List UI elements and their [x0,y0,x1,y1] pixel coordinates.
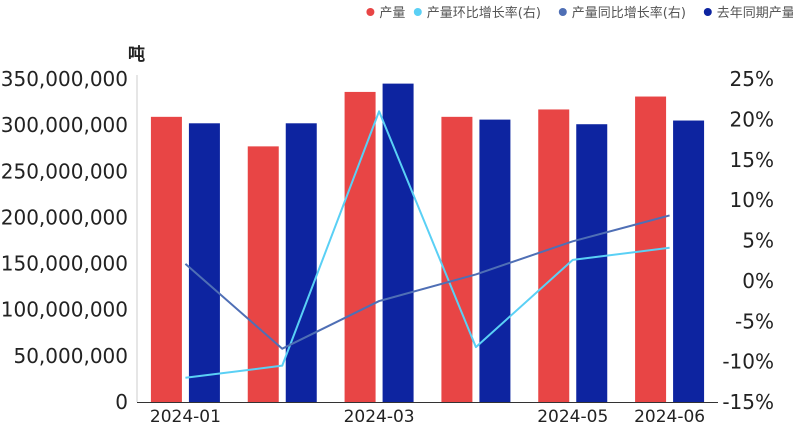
bar-产量-2024-03 [344,91,376,403]
right-tick-label: 25% [730,67,774,91]
left-tick-label: 200,000,000 [1,205,128,229]
legend-label: 去年同期产量 [717,6,793,21]
bar-产量-2024-04 [441,116,473,402]
legend-marker [366,8,375,16]
right-tick-label: 10% [730,188,774,212]
legend-label: 产量同比增长率(右) [572,5,686,21]
line-series-group [184,110,670,379]
left-tick-label: 100,000,000 [1,298,128,322]
legend-marker [703,8,712,16]
left-tick-label: 150,000,000 [1,252,128,276]
legend-item-产量同比增长率右[interactable]: 产量同比增长率(右) [558,5,686,21]
right-y-axis: -15% -10% -5% 0% 5% 10% 15% 20% 25% [722,67,774,414]
left-tick-label: 350,000,000 [1,67,128,91]
legend: 产量 产量环比增长率(右) 产量同比增长率(右) 去年同期产量 [366,5,793,21]
left-tick-label: 300,000,000 [1,113,128,137]
legend-item-产量[interactable]: 产量 [366,6,405,21]
left-tick-label: 50,000,000 [13,344,128,368]
line-产量环比增长率右 [185,110,670,379]
bar-去年同期产量-2024-01 [188,123,220,402]
bar-去年同期产量-2024-06 [673,120,705,403]
bar-产量-2024-01 [150,116,182,402]
bar-产量-2024-02 [247,146,279,402]
legend-label: 产量环比增长率(右) [427,5,541,21]
y-axis-unit-label: 吨 [128,44,145,65]
left-tick-label: 0 [115,390,128,414]
right-tick-label: -15% [722,390,774,414]
left-y-axis: 0 50,000,000 100,000,000 150,000,000 200,000… [1,67,138,414]
right-tick-label: 15% [730,148,774,172]
right-tick-label: 5% [742,229,774,253]
x-tick-label: 2024-01 [150,407,221,427]
bar-去年同期产量-2024-02 [285,123,317,402]
right-tick-label: -5% [735,309,774,333]
bar-去年同期产量-2024-03 [382,83,414,402]
legend-item-产量环比增长率右[interactable]: 产量环比增长率(右) [413,5,541,21]
legend-label: 产量 [379,6,405,21]
right-tick-label: -10% [722,350,774,374]
bar-series-group [150,83,705,403]
x-axis: 2024-01 2024-03 2024-05 2024-06 [137,402,718,427]
legend-item-去年同期产量[interactable]: 去年同期产量 [703,6,793,21]
x-tick-label: 2024-05 [537,407,608,427]
x-tick-label: 2024-06 [634,407,705,427]
bar-去年同期产量-2024-05 [576,124,608,402]
line-产量同比增长率右 [184,214,670,350]
legend-marker [558,8,567,16]
bar-产量-2024-05 [538,109,570,402]
right-tick-label: 0% [742,269,774,293]
left-tick-label: 250,000,000 [1,159,128,183]
x-tick-label: 2024-03 [344,407,415,427]
right-tick-label: 20% [730,107,774,131]
legend-marker [413,8,422,16]
bar-去年同期产量-2024-04 [479,119,511,402]
